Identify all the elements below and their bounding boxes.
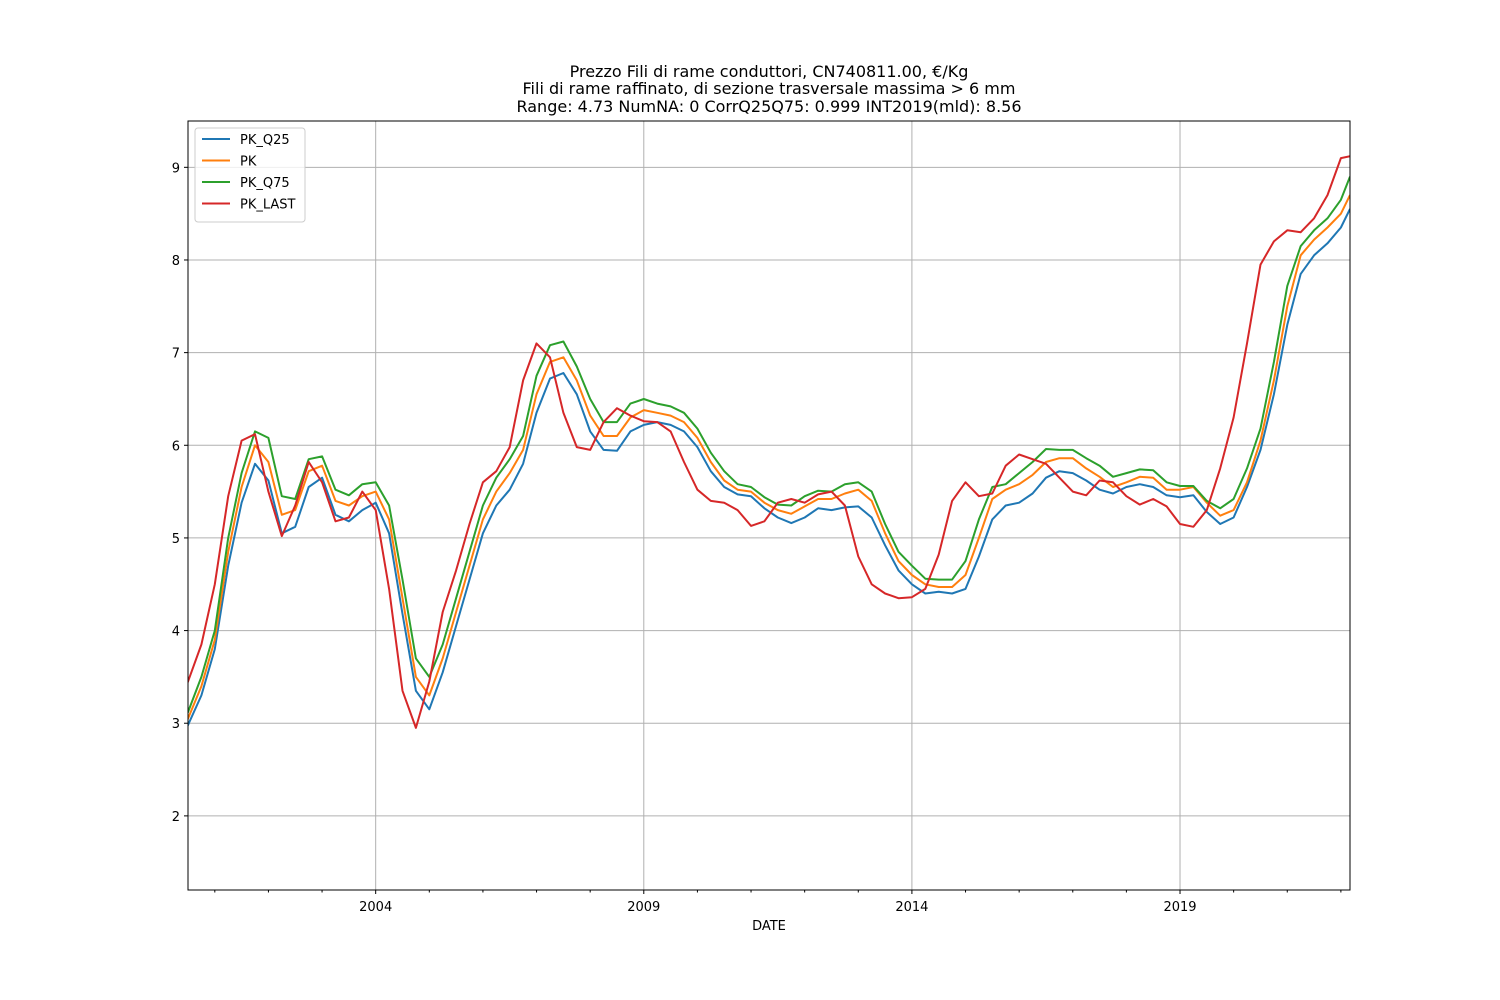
y-tick-label: 3 xyxy=(172,717,180,732)
title-line-1: Prezzo Fili di rame conduttori, CN740811… xyxy=(570,62,969,81)
series-line-pk xyxy=(188,194,1350,721)
x-tick-label: 2004 xyxy=(359,900,392,915)
legend: PK_Q25 PK PK_Q75 PK_LAST xyxy=(194,127,306,223)
x-tick-label: 2014 xyxy=(895,900,928,915)
y-tick-label: 4 xyxy=(172,625,180,640)
legend-label: PK_Q25 xyxy=(240,133,290,148)
x-tick-label: 2009 xyxy=(627,900,660,915)
axis-ticks: 2 3 4 5 6 7 8 9 2004 2009 2014 2019 xyxy=(172,161,1342,915)
x-tick-label: 2019 xyxy=(1163,900,1196,915)
legend-label: PK_LAST xyxy=(240,198,296,213)
title-line-3: Range: 4.73 NumNA: 0 CorrQ25Q75: 0.999 I… xyxy=(516,97,1021,116)
legend-box xyxy=(194,127,306,223)
y-tick-label: 7 xyxy=(172,347,180,362)
grid xyxy=(188,121,1350,890)
y-tick-label: 2 xyxy=(172,810,180,825)
legend-label: PK xyxy=(240,155,257,170)
series-line-pk-last xyxy=(188,155,1350,729)
series-line-pk-q75 xyxy=(188,176,1350,714)
y-tick-label: 8 xyxy=(172,254,180,269)
chart-title: Prezzo Fili di rame conduttori, CN740811… xyxy=(516,62,1021,116)
y-tick-label: 5 xyxy=(172,532,180,547)
plot-area xyxy=(188,155,1350,729)
title-line-2: Fili di rame raffinato, di sezione trasv… xyxy=(523,79,1016,98)
legend-label: PK_Q75 xyxy=(240,176,290,191)
series-line-pk-q25 xyxy=(188,208,1350,727)
x-axis-label: DATE xyxy=(752,919,786,934)
plot-frame xyxy=(187,120,1351,891)
y-tick-label: 6 xyxy=(172,439,180,454)
y-tick-label: 9 xyxy=(172,161,180,176)
